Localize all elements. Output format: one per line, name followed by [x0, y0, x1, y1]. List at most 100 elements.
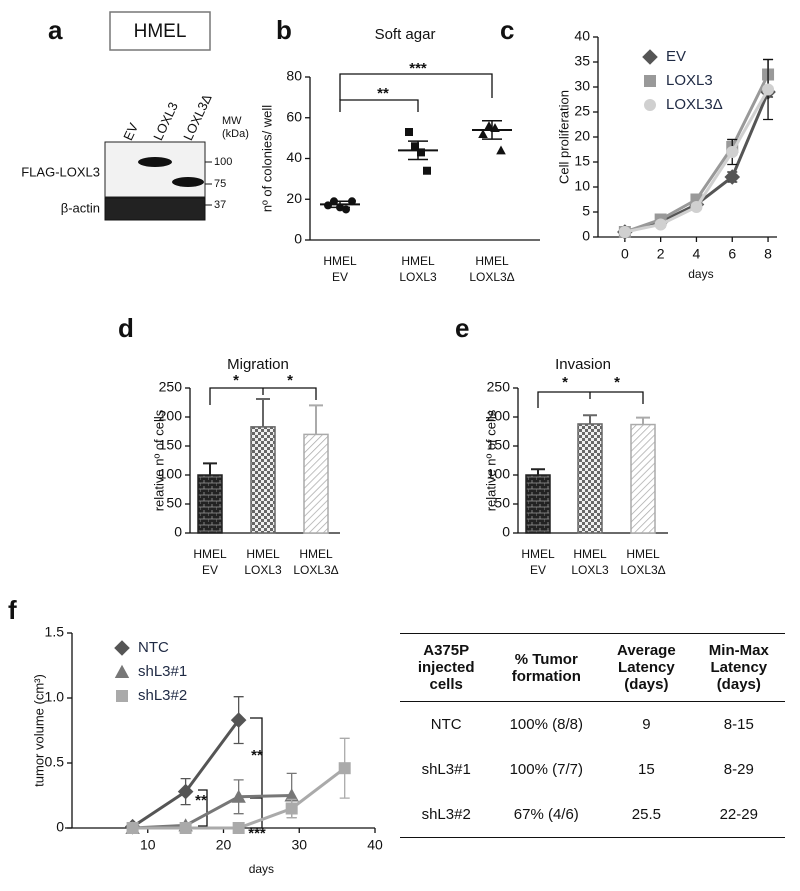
significance: ***	[248, 825, 266, 842]
latency-table: A375P injected cells % Tumor formation A…	[400, 633, 785, 838]
bracket	[537, 391, 644, 408]
marker	[179, 822, 192, 834]
table-row: shL3#2 67% (4/6) 25.5 22-29	[400, 792, 785, 838]
x-tick-label: EV	[332, 270, 348, 284]
x-tick-label: LOXL3Δ	[469, 270, 514, 284]
table-cell: 22-29	[692, 792, 785, 838]
marker	[342, 205, 350, 214]
mw-marker: 75	[214, 178, 226, 190]
y-tick-label: 0	[294, 231, 302, 247]
y-tick-label: 100	[487, 466, 511, 482]
table-cell: 100% (7/7)	[509, 761, 583, 778]
marker	[417, 148, 425, 157]
x-tick-label: 0	[621, 246, 629, 262]
table-cell: NTC	[430, 716, 462, 733]
marker	[232, 822, 245, 834]
bar	[197, 474, 223, 534]
y-tick-label: 0.5	[45, 754, 65, 770]
header-cell: Average Latency (days)	[600, 633, 693, 702]
marker-ticks	[205, 161, 212, 206]
x-tick-label: HMEL	[626, 547, 660, 561]
panel-letter: a	[48, 15, 63, 45]
marker	[177, 783, 194, 800]
y-axis-label: tumor volume (cm³)	[31, 674, 46, 787]
error-bar	[482, 120, 502, 140]
y-tick-label: 5	[582, 203, 590, 219]
y-tick-label: 50	[494, 495, 510, 511]
y-tick-label: 40	[574, 28, 590, 44]
chart-title: Soft agar	[375, 26, 436, 43]
band	[172, 177, 204, 187]
bar	[577, 423, 603, 534]
marker	[726, 146, 739, 158]
marker	[405, 128, 413, 137]
significance: **	[195, 792, 207, 809]
y-tick-label: 200	[487, 408, 511, 424]
x-tick-label: 4	[693, 246, 701, 262]
bracket	[209, 387, 317, 405]
y-tick-label: 40	[286, 149, 302, 165]
table-cell: 15	[638, 761, 655, 778]
x-tick-label: 6	[728, 246, 736, 262]
y-tick-label: 150	[159, 437, 183, 453]
y-tick-label: 30	[574, 78, 590, 94]
table-cell: 9	[642, 716, 651, 733]
legend-marker	[114, 664, 130, 678]
y-tick-label: 200	[159, 408, 183, 424]
y-tick-label: 80	[286, 68, 302, 84]
x-tick-label: LOXL3	[571, 563, 609, 577]
y-axis-label: nº of colonies/ well	[259, 105, 274, 212]
marker	[423, 166, 431, 175]
blot-membrane	[104, 141, 206, 198]
marker	[126, 822, 139, 834]
panel-letter: c	[500, 15, 514, 45]
table-cell: 100% (8/8)	[509, 716, 583, 733]
bar	[303, 433, 329, 534]
header-cell: Min-Max Latency (days)	[692, 633, 785, 702]
chart-title: Migration	[227, 356, 289, 373]
error-bar	[636, 416, 650, 425]
error-bar	[203, 462, 217, 475]
series-line	[131, 719, 240, 828]
table-cell: 25.5	[600, 792, 693, 838]
bar	[630, 423, 656, 534]
mw-label: (kDa)	[222, 128, 249, 140]
marker	[285, 802, 298, 815]
legend-label: LOXL3Δ	[666, 96, 723, 113]
y-tick-label: 0	[56, 819, 64, 835]
significance: *	[287, 372, 293, 389]
x-tick-label: HMEL	[475, 254, 509, 268]
marker	[411, 142, 419, 151]
marker	[478, 129, 488, 139]
y-tick-label: 0	[174, 524, 182, 540]
x-tick-label: 2	[657, 246, 665, 262]
table-cell: 8-29	[723, 761, 754, 778]
marker	[496, 145, 506, 155]
chart-title: Invasion	[555, 356, 611, 373]
lane-label: LOXL3Δ	[180, 92, 215, 143]
significance: **	[377, 85, 389, 102]
table-cell: shL3#2	[400, 792, 493, 838]
legend-label: EV	[666, 48, 686, 65]
marker	[348, 197, 356, 206]
error-bar	[256, 398, 270, 427]
x-tick-label: EV	[202, 563, 218, 577]
x-tick-label: HMEL	[246, 547, 280, 561]
legend-marker	[116, 690, 128, 702]
marker	[618, 226, 631, 238]
legend-label: NTC	[138, 639, 169, 656]
legend-label: LOXL3	[666, 72, 713, 89]
error-bar	[531, 468, 545, 475]
y-tick-label: 250	[487, 379, 511, 395]
table-row: shL3#1 100% (7/7) 15 8-29	[400, 747, 785, 792]
error-bar	[583, 414, 597, 424]
y-tick-label: 60	[286, 108, 302, 124]
x-tick-label: HMEL	[299, 547, 333, 561]
y-tick-label: 25	[574, 103, 590, 119]
error-bar	[330, 200, 350, 209]
x-tick-label: 20	[216, 837, 232, 853]
x-tick-label: 40	[367, 837, 383, 853]
x-tick-label: HMEL	[573, 547, 607, 561]
